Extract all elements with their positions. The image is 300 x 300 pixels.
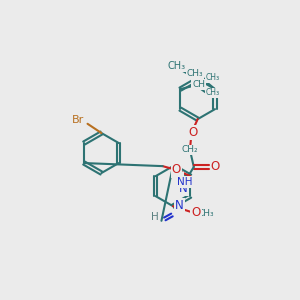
Text: O: O <box>172 164 181 176</box>
Text: H: H <box>152 212 159 222</box>
Text: CH₃: CH₃ <box>187 69 203 78</box>
Text: CH₃: CH₃ <box>168 61 186 71</box>
Text: CH₂: CH₂ <box>182 146 198 154</box>
Text: O: O <box>191 206 201 219</box>
Text: CH₃: CH₃ <box>198 208 214 217</box>
Text: NH: NH <box>177 177 192 187</box>
Text: CH₃: CH₃ <box>206 73 220 82</box>
Text: O: O <box>211 160 220 173</box>
Text: Br: Br <box>72 115 84 125</box>
Text: H: H <box>175 173 183 184</box>
Text: O: O <box>188 126 198 139</box>
Text: N: N <box>178 182 188 195</box>
Text: O: O <box>191 206 201 219</box>
Text: CH: CH <box>192 80 205 89</box>
Text: N: N <box>175 199 184 212</box>
Text: CH₃: CH₃ <box>206 88 220 98</box>
